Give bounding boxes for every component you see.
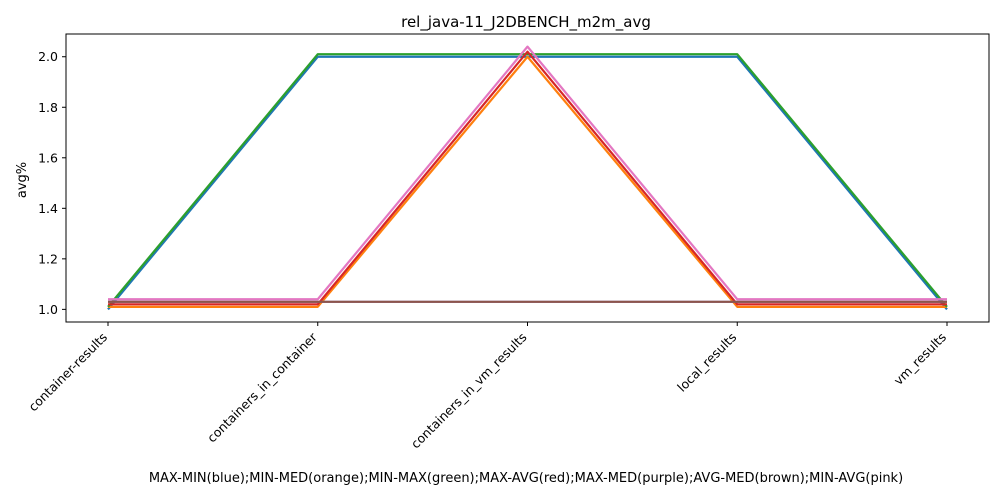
y-tick-label: 1.6 [38, 150, 58, 165]
series-line-3 [108, 50, 947, 306]
y-tick-label: 1.8 [38, 100, 58, 115]
plot-frame [65, 33, 990, 323]
y-tick-label: 1.2 [38, 251, 58, 266]
x-tick-label: vm_results [891, 330, 949, 388]
series-line-2 [107, 53, 948, 308]
series-line-6 [108, 45, 947, 301]
y-tick-label: 1.4 [38, 201, 58, 216]
y-tick-label: 2.0 [38, 49, 58, 64]
x-tick-label: containers_in_vm_results [408, 330, 530, 452]
y-axis-label: avg% [15, 162, 30, 198]
x-tick-label: containers_in_container [204, 329, 320, 445]
x-tick-label: local_results [674, 330, 739, 395]
series-layer [107, 45, 948, 311]
series-line-0 [107, 55, 948, 311]
x-tick-label: container-results [25, 330, 110, 415]
x-axis: container-results containers_in_container… [25, 322, 949, 451]
y-tick-label: 1.0 [38, 302, 58, 317]
series-line-1 [108, 55, 947, 308]
x-axis-label: MAX-MIN(blue);MIN-MED(orange);MIN-MAX(gr… [149, 471, 903, 486]
y-axis: 1.0 1.2 1.4 1.6 1.8 2.0 [38, 49, 66, 317]
chart-title: rel_java-11_J2DBENCH_m2m_avg [401, 13, 651, 32]
